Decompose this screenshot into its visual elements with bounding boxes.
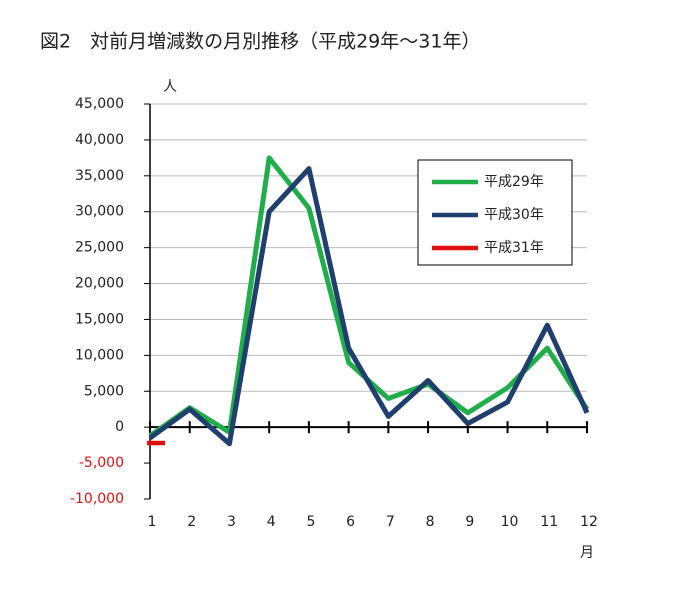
y-tick-label: 40,000 [75, 132, 124, 148]
x-tick-label: 10 [501, 514, 519, 530]
x-tick-label: 5 [306, 514, 315, 530]
y-tick-label: 30,000 [75, 204, 124, 220]
y-tick-label: 15,000 [75, 311, 124, 327]
y-tick-label: 45,000 [75, 96, 124, 112]
x-tick-label: 12 [580, 514, 598, 530]
y-tick-label: 10,000 [75, 347, 124, 363]
chart-title: 図2 対前月増減数の月別推移（平成29年～31年） [40, 31, 480, 53]
x-tick-label: 4 [267, 514, 276, 530]
legend-label: 平成29年 [484, 174, 544, 190]
y-tick-label: 20,000 [75, 276, 124, 292]
y-tick-label: 25,000 [75, 240, 124, 256]
x-tick-label: 9 [465, 514, 474, 530]
legend-label: 平成31年 [484, 240, 544, 256]
x-axis-label: 月 [580, 545, 594, 561]
x-tick-label: 8 [426, 514, 435, 530]
x-tick-label: 11 [540, 514, 558, 530]
x-tick-label: 1 [148, 514, 157, 530]
y-tick-label: 0 [115, 419, 124, 435]
legend-label: 平成30年 [484, 207, 544, 223]
x-tick-label: 7 [386, 514, 395, 530]
y-tick-label: 5,000 [84, 383, 124, 399]
y-tick-label: -5,000 [79, 455, 124, 471]
y-tick-label: -10,000 [70, 491, 124, 507]
x-tick-label: 6 [346, 514, 355, 530]
series-line [148, 166, 590, 447]
x-tick-label: 2 [187, 514, 196, 530]
x-tick-label: 3 [227, 514, 236, 530]
y-axis-label: 人 [163, 79, 177, 95]
y-tick-label: 35,000 [75, 168, 124, 184]
